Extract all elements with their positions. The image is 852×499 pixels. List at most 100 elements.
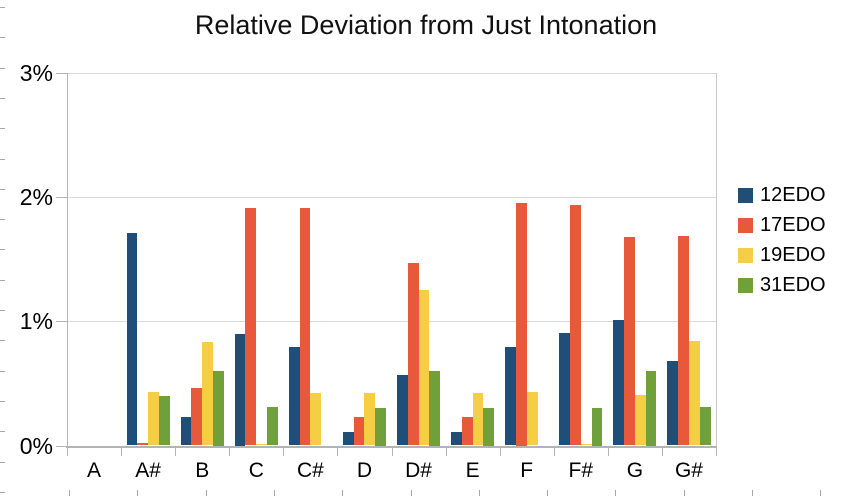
bar-12edo-a# xyxy=(126,233,138,446)
legend-label: 31EDO xyxy=(760,273,826,296)
bar-31edo-g xyxy=(645,371,657,446)
bar-12edo-d xyxy=(342,431,354,446)
x-axis-tick xyxy=(499,445,501,456)
bar-12edo-c# xyxy=(288,347,300,446)
x-axis-tick xyxy=(607,445,609,456)
bar-12edo-f# xyxy=(559,332,570,446)
edge-ruler-dash xyxy=(820,490,822,496)
x-axis-tick xyxy=(121,445,123,456)
edge-ruler-dash xyxy=(69,490,70,496)
edge-ruler-dash xyxy=(0,128,5,130)
edge-ruler-dash xyxy=(0,400,5,402)
edge-ruler-dash xyxy=(0,340,5,342)
y-tick-label: 3% xyxy=(19,60,53,86)
bar-19edo-c# xyxy=(310,393,322,446)
x-axis-tick xyxy=(445,445,447,456)
bar-31edo-a# xyxy=(158,395,170,446)
x-tick-label: G xyxy=(626,459,644,482)
x-tick-label: A xyxy=(87,459,102,482)
bar-17edo-f# xyxy=(569,204,581,446)
edge-ruler-dash xyxy=(0,461,5,463)
edge-ruler-dash xyxy=(0,219,5,221)
edge-ruler-dash xyxy=(0,37,5,39)
bar-19edo-b xyxy=(202,342,213,446)
x-tick-label: G# xyxy=(674,459,703,482)
y-tick-label: 0% xyxy=(19,432,53,459)
x-axis-tick xyxy=(337,445,339,456)
y-gridline xyxy=(67,197,716,199)
legend-item: 19EDO xyxy=(738,244,826,266)
y-tick-label: 1% xyxy=(19,308,53,335)
bar-17edo-g xyxy=(624,236,635,446)
edge-ruler-dash xyxy=(0,67,5,69)
bar-19edo-d# xyxy=(418,290,430,446)
x-axis-tick xyxy=(553,445,555,456)
bar-19edo-g# xyxy=(688,341,700,446)
x-axis-tick xyxy=(283,445,285,456)
bar-17edo-g# xyxy=(678,235,689,446)
edge-ruler-dash xyxy=(0,279,5,281)
bar-31edo-b xyxy=(213,371,224,446)
bar-17edo-e xyxy=(461,416,473,446)
bar-19edo-g xyxy=(634,394,646,446)
legend-label: 12EDO xyxy=(760,183,826,206)
legend: 12EDO 17EDO 19EDO 31EDO xyxy=(738,184,826,304)
legend-swatch-31edo xyxy=(738,277,753,293)
bar-17edo-c# xyxy=(299,208,311,446)
bar-17edo-d xyxy=(353,416,365,446)
bar-12edo-g xyxy=(613,320,625,446)
bar-12edo-b xyxy=(180,416,192,446)
bar-17edo-c xyxy=(245,208,257,446)
x-axis-tick xyxy=(661,445,663,456)
x-tick-label: F xyxy=(520,459,534,482)
bar-19edo-c xyxy=(256,444,268,446)
legend-label: 17EDO xyxy=(760,213,826,236)
bar-17edo-f xyxy=(515,203,527,446)
bar-19edo-f# xyxy=(580,444,592,446)
x-tick-label: D xyxy=(356,459,373,482)
bar-31edo-g# xyxy=(699,407,711,446)
bar-31edo-c xyxy=(267,407,278,446)
legend-swatch-17edo xyxy=(738,217,753,233)
bar-31edo-d# xyxy=(429,371,441,446)
edge-ruler-dash xyxy=(0,249,5,251)
bar-12edo-f xyxy=(505,347,516,446)
legend-item: 12EDO xyxy=(738,184,826,206)
bar-19edo-e xyxy=(472,393,484,446)
y-tick-label: 2% xyxy=(19,184,53,211)
bar-12edo-d# xyxy=(396,374,408,446)
y-axis-tick xyxy=(56,445,67,447)
bar-17edo-a# xyxy=(137,443,149,446)
bar-17edo-b xyxy=(191,388,203,446)
edge-ruler-dash xyxy=(0,158,5,160)
x-tick-label: E xyxy=(465,459,480,482)
x-tick-label: B xyxy=(195,459,210,482)
edge-ruler-dash xyxy=(0,431,5,433)
x-tick-label: C# xyxy=(296,459,324,482)
edge-ruler-dash xyxy=(0,370,5,372)
bar-12edo-g# xyxy=(667,361,679,446)
legend-item: 31EDO xyxy=(738,274,826,296)
edge-ruler-dash xyxy=(137,490,139,496)
edge-ruler-dash xyxy=(547,490,549,496)
x-axis-tick xyxy=(175,445,177,456)
x-tick-label: A# xyxy=(135,459,161,482)
edge-ruler-dash xyxy=(342,490,344,496)
y-gridline xyxy=(67,321,716,323)
edge-ruler-dash xyxy=(0,7,5,8)
edge-ruler-dash xyxy=(0,310,5,311)
x-axis-tick xyxy=(391,445,393,456)
bar-31edo-e xyxy=(483,408,495,446)
legend-item: 17EDO xyxy=(738,214,826,236)
x-axis-tick xyxy=(229,445,231,456)
chart-title: Relative Deviation from Just Intonation xyxy=(194,10,658,40)
y-axis-tick xyxy=(56,197,67,199)
edge-ruler-dash xyxy=(205,490,207,496)
edge-ruler-dash xyxy=(752,490,753,496)
edge-ruler-dash xyxy=(478,490,480,496)
bar-12edo-e xyxy=(451,431,462,446)
legend-swatch-12edo xyxy=(738,187,753,203)
legend-label: 19EDO xyxy=(760,243,826,266)
bar-31edo-f# xyxy=(591,408,603,446)
